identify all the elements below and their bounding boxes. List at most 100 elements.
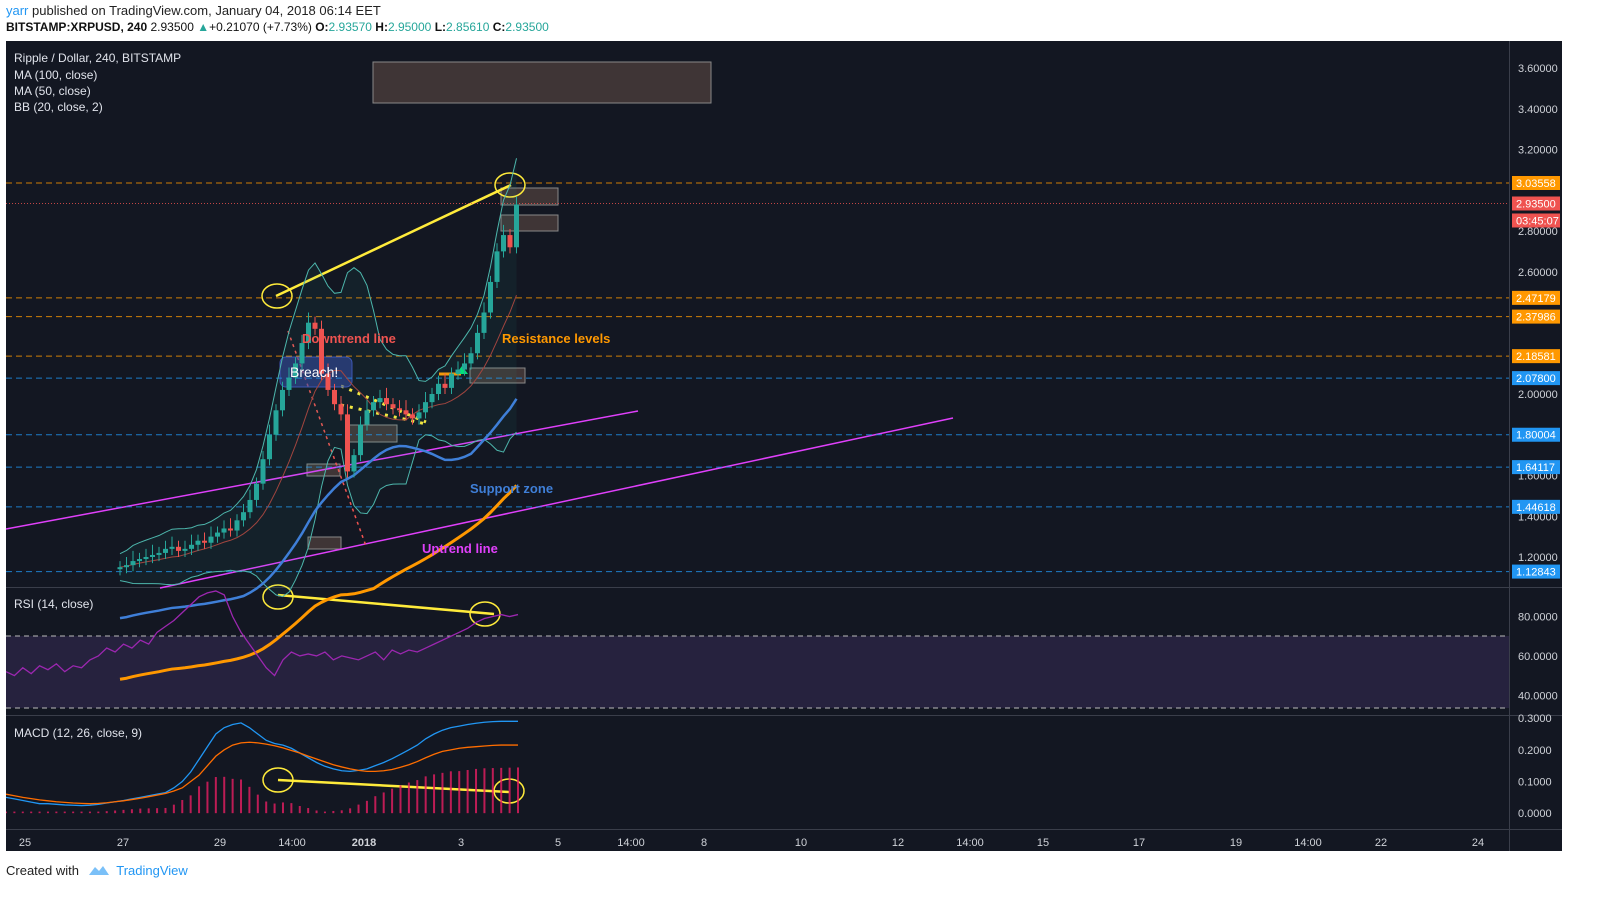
candle-body (397, 408, 402, 411)
price-level-tag (1512, 371, 1560, 386)
macd-tick-label: 0.3000 (1518, 713, 1552, 725)
candle-body (449, 373, 454, 388)
macd-histogram-bar (130, 809, 133, 814)
high-label: H: (375, 20, 388, 34)
price-level-tag (1512, 176, 1560, 191)
low-value: 2.85610 (446, 20, 490, 34)
candle-body (221, 528, 227, 533)
macd-histogram-bar (38, 811, 41, 814)
main-pane[interactable] (6, 41, 1509, 587)
x-tick-label: 12 (892, 837, 904, 849)
y-tick-label: 1.40000 (1518, 511, 1558, 523)
downtrend-line[interactable] (287, 330, 367, 547)
legend-item: MA (50, close) (14, 84, 91, 98)
candle-body (371, 402, 376, 411)
candle-body (462, 363, 467, 370)
publish-info: published on TradingView.com, January 04… (28, 3, 381, 18)
last-price: 2.93500 (150, 20, 194, 34)
x-tick-label: 3 (458, 837, 464, 849)
zone-box[interactable] (500, 187, 559, 206)
macd-histogram-bar (256, 794, 259, 814)
zone-box[interactable] (307, 536, 342, 550)
ohlc-header: BITSTAMP:XRPUSD, 240 2.93500 ▲+0.21070 (… (6, 20, 549, 34)
wedge-lower[interactable] (340, 403, 427, 426)
macd-histogram-bar (181, 800, 184, 814)
uptrend-channel-lower[interactable] (159, 417, 954, 589)
created-with-text: Created with (6, 863, 79, 878)
candle-body (416, 412, 422, 419)
x-tick-label: 15 (1037, 837, 1049, 849)
y-tick-label: 3.40000 (1518, 104, 1558, 116)
candle-body (319, 328, 324, 374)
macd-histogram-bar (332, 810, 335, 814)
x-tick-label: 2018 (352, 837, 376, 849)
countdown-tag (1512, 213, 1560, 228)
target-box[interactable] (372, 61, 712, 104)
author-link[interactable]: yarr (6, 3, 29, 18)
tradingview-logo-icon (88, 866, 109, 875)
candle-body (390, 404, 396, 409)
macd-histogram-bar (248, 786, 251, 814)
uptrend-channel-upper[interactable] (6, 410, 639, 530)
macd-signal-line (6, 741, 518, 805)
highlight-circle[interactable] (262, 584, 294, 610)
macd-histogram-bar (147, 808, 150, 814)
legend-item: Ripple / Dollar, 240, BITSTAMP (14, 51, 181, 65)
candle-body (169, 546, 175, 549)
rsi-divergence-line[interactable] (277, 593, 495, 616)
macd-divergence-line[interactable] (277, 778, 510, 794)
symbol-label: BITSTAMP:XRPUSD, 240 (6, 20, 148, 34)
macd-histogram-bar (63, 811, 66, 814)
ma-100-line (119, 484, 518, 681)
price-level-label: 1.44618 (1516, 502, 1556, 514)
low-label: L: (434, 20, 447, 34)
macd-histogram-bar (407, 782, 410, 814)
macd-title: MACD (12, 26, close, 9) (14, 726, 142, 740)
macd-histogram-bar (88, 811, 91, 814)
candle-body (137, 559, 142, 562)
price-level-tag (1512, 499, 1560, 514)
candle-body (241, 512, 246, 521)
wedge-upper[interactable] (340, 384, 427, 424)
candle-body (260, 459, 266, 484)
macd-histogram-bar (30, 811, 33, 814)
macd-histogram-bar (298, 806, 301, 814)
candle-body (332, 389, 337, 405)
candle-body (436, 383, 441, 394)
highlight-circle[interactable] (469, 601, 501, 627)
candle-body (299, 343, 305, 364)
macd-histogram-bar (365, 800, 368, 814)
macd-histogram-bar (491, 768, 494, 814)
candle-body (410, 414, 415, 419)
candle-body (312, 322, 318, 329)
candle-body (143, 557, 149, 560)
chart-svg[interactable]: 25 27 29 14:00 2018 3 5 14:00 8 10 12 14:00 15 17 19 14… (6, 41, 1562, 851)
rsi-tick-label: 60.0000 (1518, 651, 1558, 663)
candle-body (481, 312, 487, 333)
macd-histogram-bar (441, 772, 444, 814)
macd-histogram-bar (433, 774, 436, 814)
candle-body (429, 394, 435, 403)
tradingview-link[interactable]: TradingView (116, 863, 188, 878)
countdown-label: 03:45:07 (1516, 215, 1559, 227)
legend-item: BB (20, close, 2) (14, 100, 103, 114)
highlight-circle[interactable] (494, 172, 526, 198)
chart-area[interactable]: 25 27 29 14:00 2018 3 5 14:00 8 10 12 14:00 15 17 19 14… (6, 41, 1562, 851)
macd-line (6, 720, 518, 807)
highlight-circle[interactable] (261, 283, 293, 309)
rsi-tick-label: 40.0000 (1518, 690, 1558, 702)
macd-histogram-bar (399, 785, 402, 814)
macd-histogram-bar (114, 810, 117, 814)
x-tick-label: 27 (117, 837, 129, 849)
candle-body (156, 552, 162, 555)
highlight-circle[interactable] (262, 767, 294, 793)
footer: Created with TradingView (6, 861, 188, 878)
candle-body (494, 251, 500, 282)
x-tick-label: 24 (1472, 837, 1484, 849)
x-tick-label: 14:00 (278, 837, 306, 849)
zone-box[interactable] (469, 367, 526, 384)
candle-body (228, 528, 233, 531)
macd-histogram-bar (315, 810, 318, 814)
macd-histogram-bar (323, 811, 326, 814)
price-level-tag (1512, 427, 1560, 442)
